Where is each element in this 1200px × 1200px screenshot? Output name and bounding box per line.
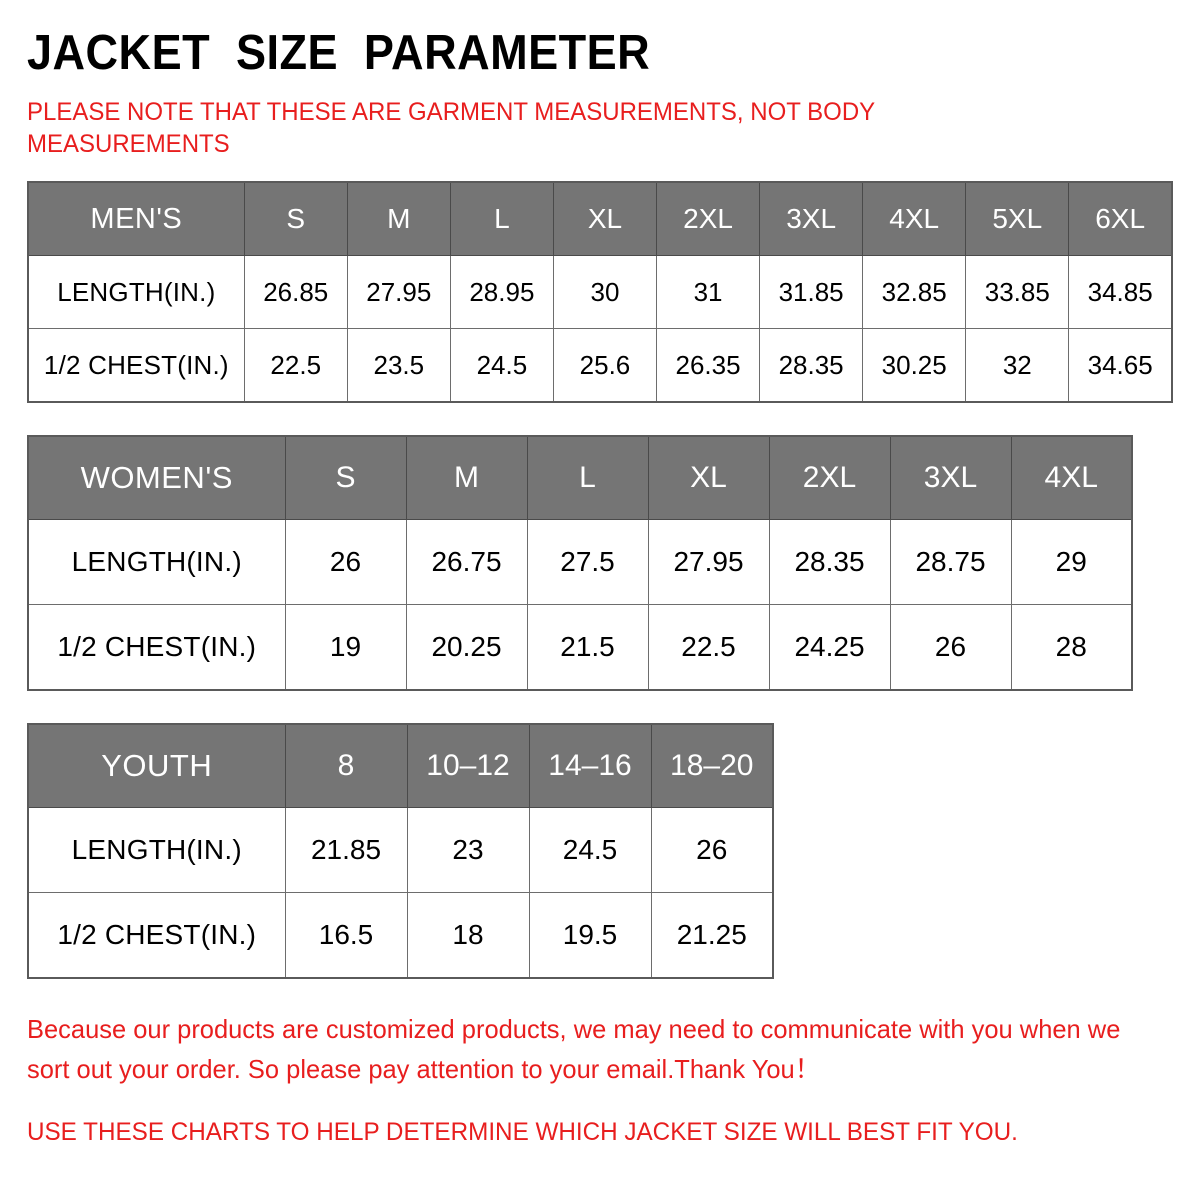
cell-value: 30 [552, 255, 658, 329]
garment-measurement-disclaimer: PLEASE NOTE THAT THESE ARE GARMENT MEASU… [27, 98, 875, 158]
page-title: JACKET SIZE PARAMETER [27, 26, 651, 80]
cell-value: 28 [1010, 604, 1133, 691]
cell-value: 24.5 [528, 807, 652, 893]
table-row: 1/2 CHEST(IN.) 22.5 23.5 24.5 25.6 26.35… [27, 328, 1173, 403]
customization-note: Because our products are customized prod… [27, 1014, 1121, 1084]
cell-value: 26.85 [243, 255, 348, 329]
column-header-l: L [449, 181, 554, 256]
cell-value: 24.5 [449, 328, 554, 403]
youth-size-chart: YOUTH 8 10–12 14–16 18–20 LENGTH(IN.) 21… [27, 723, 1173, 979]
cell-value: 22.5 [647, 604, 770, 691]
table-header-row: WOMEN'S S M L XL 2XL 3XL 4XL [27, 435, 1133, 520]
cell-value: 19 [284, 604, 407, 691]
cell-value: 20.25 [405, 604, 528, 691]
cell-value: 28.35 [759, 328, 864, 403]
column-header-xl: XL [647, 435, 770, 520]
column-header-5xl: 5XL [965, 181, 1070, 256]
cell-value: 21.5 [526, 604, 649, 691]
column-header-s: S [243, 181, 348, 256]
cell-value: 34.65 [1068, 328, 1173, 403]
cell-value: 27.95 [346, 255, 451, 329]
column-header-l: L [526, 435, 649, 520]
column-header-3xl: 3XL [889, 435, 1012, 520]
cell-value: 26 [284, 519, 407, 605]
column-header-4xl: 4XL [1010, 435, 1133, 520]
cell-value: 31 [655, 255, 761, 329]
column-header-2xl: 2XL [768, 435, 891, 520]
cell-value: 23 [406, 807, 530, 893]
row-label-length: LENGTH(IN.) [27, 807, 286, 893]
womens-size-table: WOMEN'S S M L XL 2XL 3XL 4XL LENGTH(IN.)… [27, 435, 1133, 691]
youth-group-label: YOUTH [27, 723, 286, 808]
column-header-6xl: 6XL [1068, 181, 1173, 256]
cell-value: 16.5 [284, 892, 408, 979]
cell-value: 18 [406, 892, 530, 979]
row-label-length: LENGTH(IN.) [27, 519, 286, 605]
column-header-4xl: 4XL [862, 181, 967, 256]
table-row: LENGTH(IN.) 21.85 23 24.5 26 [27, 807, 774, 893]
column-header-3xl: 3XL [759, 181, 864, 256]
mens-group-label: MEN'S [27, 181, 245, 256]
cell-value: 30.25 [862, 328, 967, 403]
cell-value: 27.5 [526, 519, 649, 605]
mens-size-table: MEN'S S M L XL 2XL 3XL 4XL 5XL 6XL LENGT… [27, 181, 1173, 403]
cell-value: 25.6 [552, 328, 658, 403]
cell-value: 28.95 [449, 255, 554, 329]
youth-size-table: YOUTH 8 10–12 14–16 18–20 LENGTH(IN.) 21… [27, 723, 774, 979]
table-row: LENGTH(IN.) 26.85 27.95 28.95 30 31 31.8… [27, 255, 1173, 329]
cell-value: 21.85 [284, 807, 408, 893]
column-header-10-12: 10–12 [406, 723, 530, 808]
column-header-8: 8 [284, 723, 408, 808]
cell-value: 31.85 [759, 255, 864, 329]
table-header-row: MEN'S S M L XL 2XL 3XL 4XL 5XL 6XL [27, 181, 1173, 256]
table-row: LENGTH(IN.) 26 26.75 27.5 27.95 28.35 28… [27, 519, 1133, 605]
column-header-14-16: 14–16 [528, 723, 652, 808]
cell-value: 24.25 [768, 604, 891, 691]
use-charts-note: USE THESE CHARTS TO HELP DETERMINE WHICH… [27, 1118, 1018, 1146]
womens-group-label: WOMEN'S [27, 435, 286, 520]
row-label-length: LENGTH(IN.) [27, 255, 245, 329]
cell-value: 32.85 [862, 255, 967, 329]
cell-value: 28.35 [768, 519, 891, 605]
table-row: 1/2 CHEST(IN.) 19 20.25 21.5 22.5 24.25 … [27, 604, 1133, 691]
column-header-m: M [346, 181, 451, 256]
column-header-18-20: 18–20 [650, 723, 774, 808]
cell-value: 19.5 [528, 892, 652, 979]
cell-value: 26.75 [405, 519, 528, 605]
footer-notes: Because our products are customized prod… [27, 1009, 1173, 1149]
cell-value: 29 [1010, 519, 1133, 605]
table-row: 1/2 CHEST(IN.) 16.5 18 19.5 21.25 [27, 892, 774, 979]
cell-value: 27.95 [647, 519, 770, 605]
cell-value: 32 [965, 328, 1070, 403]
cell-value: 23.5 [346, 328, 451, 403]
cell-value: 28.75 [889, 519, 1012, 605]
cell-value: 34.85 [1068, 255, 1173, 329]
womens-size-chart: WOMEN'S S M L XL 2XL 3XL 4XL LENGTH(IN.)… [27, 435, 1173, 691]
mens-size-chart: MEN'S S M L XL 2XL 3XL 4XL 5XL 6XL LENGT… [27, 181, 1173, 403]
table-header-row: YOUTH 8 10–12 14–16 18–20 [27, 723, 774, 808]
cell-value: 26 [889, 604, 1012, 691]
cell-value: 26 [650, 807, 774, 893]
cell-value: 22.5 [243, 328, 348, 403]
column-header-2xl: 2XL [655, 181, 761, 256]
column-header-s: S [284, 435, 407, 520]
row-label-half-chest: 1/2 CHEST(IN.) [27, 604, 286, 691]
cell-value: 26.35 [655, 328, 761, 403]
cell-value: 21.25 [650, 892, 774, 979]
row-label-half-chest: 1/2 CHEST(IN.) [27, 328, 245, 403]
column-header-xl: XL [552, 181, 658, 256]
row-label-half-chest: 1/2 CHEST(IN.) [27, 892, 286, 979]
cell-value: 33.85 [965, 255, 1070, 329]
column-header-m: M [405, 435, 528, 520]
